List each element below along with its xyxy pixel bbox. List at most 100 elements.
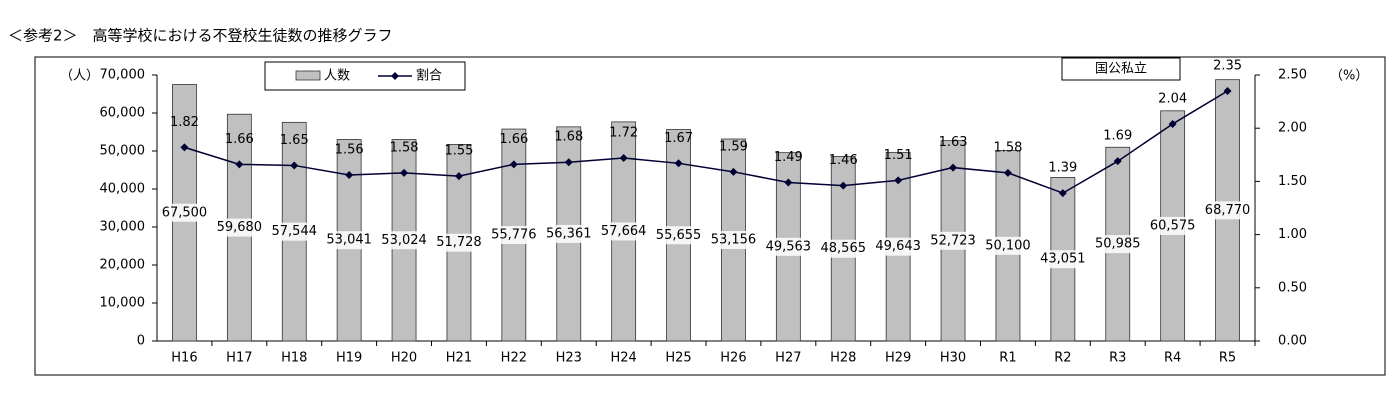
label-bg [431,233,486,252]
label-bg [212,218,267,237]
bar-value-label: 57,544 [272,224,318,239]
bar-value-label: 51,728 [436,235,482,250]
x-tick-label: H26 [720,351,746,366]
line-marker [784,178,793,187]
line-marker [1003,168,1012,177]
line-marker [894,176,903,185]
line-marker [235,160,244,169]
y2-tick-label: 0.00 [1278,334,1307,349]
x-tick-label: H29 [885,351,911,366]
label-bg [706,231,761,250]
line-marker [674,159,683,168]
line-value-label: 2.35 [1213,58,1242,73]
label-bg [157,203,212,222]
line-marker [454,172,463,181]
legend-marker [391,72,399,80]
line [184,90,1228,194]
label-bg [486,226,541,245]
line-marker [400,168,409,177]
x-tick-label: H23 [556,351,582,366]
line-value-label: 1.58 [993,140,1022,155]
bar-value-label: 50,985 [1095,237,1141,252]
x-tick-label: H25 [665,351,691,366]
x-tick-label: H18 [281,351,307,366]
y-unit: （人） [60,69,99,84]
bar-value-label: 55,776 [491,228,537,243]
line-marker [729,167,738,176]
line-value-label: 1.49 [774,150,803,165]
line-marker [619,153,628,162]
line-value-label: 1.82 [170,115,199,130]
y-tick-label: 70,000 [100,68,146,83]
y-tick-label: 20,000 [100,258,146,273]
x-tick-label: R3 [1109,351,1126,366]
line-marker [180,143,189,152]
x-tick-label: H24 [610,351,636,366]
bar-value-label: 50,100 [985,238,1031,253]
x-tick-label: R1 [999,351,1016,366]
bar-value-label: 49,563 [766,239,812,254]
y2-tick-label: 1.00 [1278,227,1307,242]
line-value-label: 2.04 [1158,91,1187,106]
label-bg [1035,250,1090,269]
line-value-label: 1.69 [1103,129,1132,144]
line-marker [1113,157,1122,166]
y-tick-label: 0 [137,334,145,349]
label-bg [871,237,926,256]
bar-value-label: 53,041 [326,233,372,248]
line-value-label: 1.66 [499,132,528,147]
x-tick-label: H28 [830,351,856,366]
line-marker [1058,189,1067,198]
bar-value-label: 52,723 [930,233,976,248]
label-bg [761,237,816,256]
box-label: 国公私立 [1095,62,1147,77]
y-tick-label: 60,000 [100,106,146,121]
y-tick-label: 50,000 [100,144,146,159]
y2-tick-label: 0.50 [1278,280,1307,295]
label-bg [541,224,596,243]
line-value-label: 1.51 [884,148,913,163]
label-bg [267,222,322,241]
bar-value-label: 48,565 [821,241,867,256]
label-bg [1090,235,1145,254]
label-bg [596,222,651,241]
label-bg [980,236,1035,255]
label-bg [1145,216,1200,235]
line-marker [509,160,518,169]
label-bg [651,226,706,245]
x-tick-label: H20 [391,351,417,366]
line-value-label: 1.58 [390,140,419,155]
line-marker [949,163,958,172]
chart-frame [34,56,1386,376]
line-value-label: 1.67 [664,131,693,146]
line-value-label: 1.39 [1048,161,1077,176]
x-tick-label: H27 [775,351,801,366]
x-tick-label: H17 [226,351,252,366]
legend-label: 割合 [416,68,442,84]
bar-value-label: 67,500 [162,205,208,220]
bar-value-label: 53,156 [711,233,757,248]
line-marker [1223,86,1232,95]
bar-value-label: 53,024 [381,233,427,248]
y2-tick-label: 2.00 [1278,121,1307,136]
x-tick-label: R4 [1164,351,1181,366]
line-marker [290,161,299,170]
line-value-label: 1.46 [829,153,858,168]
bar-value-label: 49,643 [875,239,921,254]
label-bg [926,231,981,250]
label-bg [816,239,871,258]
line-value-label: 1.59 [719,139,748,154]
line-value-label: 1.56 [335,143,364,158]
chart-title: ＜参考2＞ 高等学校における不登校生徒数の推移グラフ [8,27,393,45]
line-value-label: 1.55 [444,144,473,159]
legend-label: 人数 [324,69,350,84]
x-tick-label: H22 [501,351,527,366]
legend-swatch [295,70,321,81]
line-value-label: 1.63 [939,135,968,150]
line-value-label: 1.72 [609,125,638,140]
bar-value-label: 59,680 [217,220,263,235]
y-tick-label: 30,000 [100,220,146,235]
label-bg [377,231,432,250]
line-marker [839,181,848,190]
